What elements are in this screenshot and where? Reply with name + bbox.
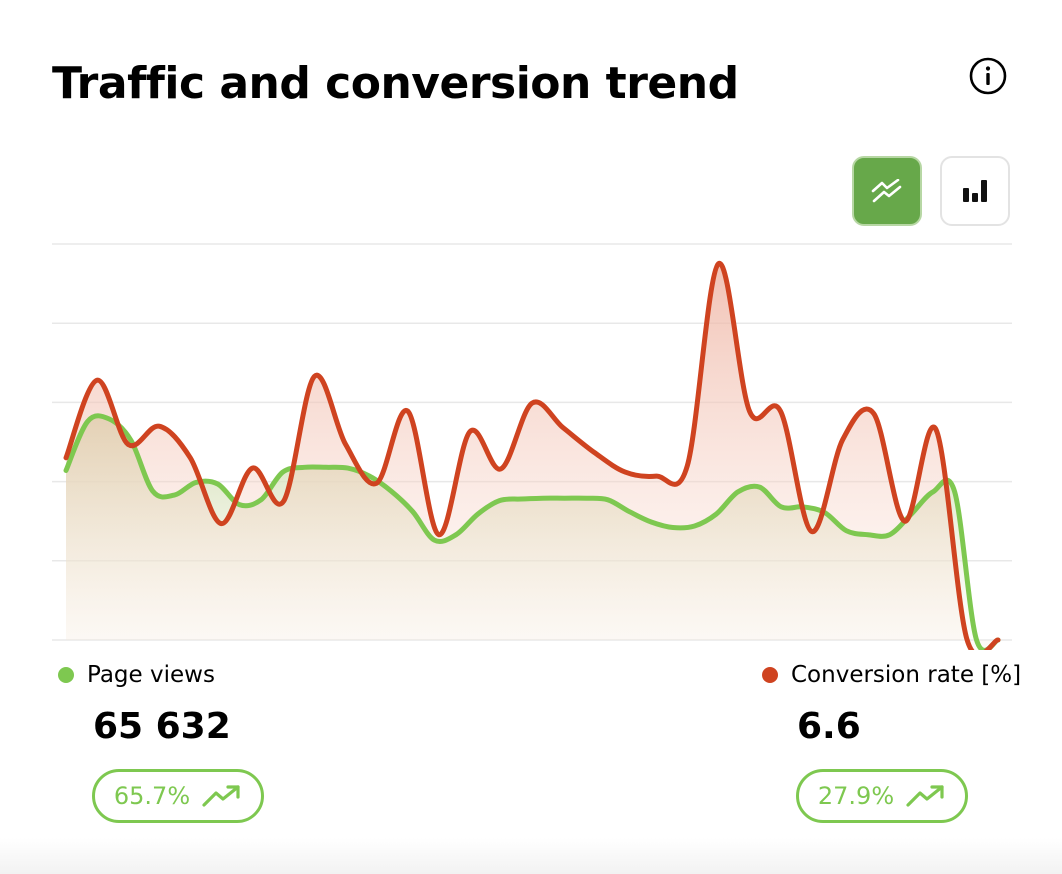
trend-chart — [52, 243, 1012, 650]
trending-up-icon — [906, 785, 944, 807]
card-title: Traffic and conversion trend — [52, 58, 739, 109]
legend-conversion-rate: Conversion rate [%] — [762, 662, 1021, 688]
legend-conversion-label: Conversion rate [%] — [791, 662, 1022, 688]
conversion-change-badge: 27.9% — [796, 769, 968, 823]
page-views-value: 65 632 — [93, 706, 231, 747]
conversion-change-text: 27.9% — [817, 782, 895, 810]
conversion-rate-area — [66, 263, 998, 650]
conversion-rate-dot — [762, 667, 778, 683]
legend-page-views: Page views — [58, 662, 215, 688]
page-views-dot — [58, 667, 74, 683]
bar-chart-toggle-button[interactable] — [940, 156, 1010, 226]
page-views-change-badge: 65.7% — [92, 769, 264, 823]
conversion-rate-value: 6.6 — [797, 706, 861, 747]
page-views-line — [63, 413, 1001, 650]
line-chart-icon — [871, 179, 902, 203]
bar-chart-icon — [963, 180, 987, 202]
legend-page-views-label: Page views — [87, 662, 215, 688]
info-icon[interactable] — [968, 56, 1008, 96]
page-views-change-text: 65.7% — [113, 782, 191, 810]
trending-up-icon — [202, 785, 240, 807]
conversion-rate-line — [63, 261, 1001, 650]
line-chart-toggle-button[interactable] — [852, 156, 922, 226]
